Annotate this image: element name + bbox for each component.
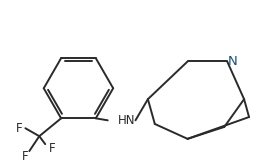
Text: N: N [227, 55, 237, 68]
Text: HN: HN [118, 114, 135, 127]
Text: F: F [49, 142, 55, 155]
Text: F: F [22, 150, 29, 163]
Text: F: F [16, 122, 23, 135]
